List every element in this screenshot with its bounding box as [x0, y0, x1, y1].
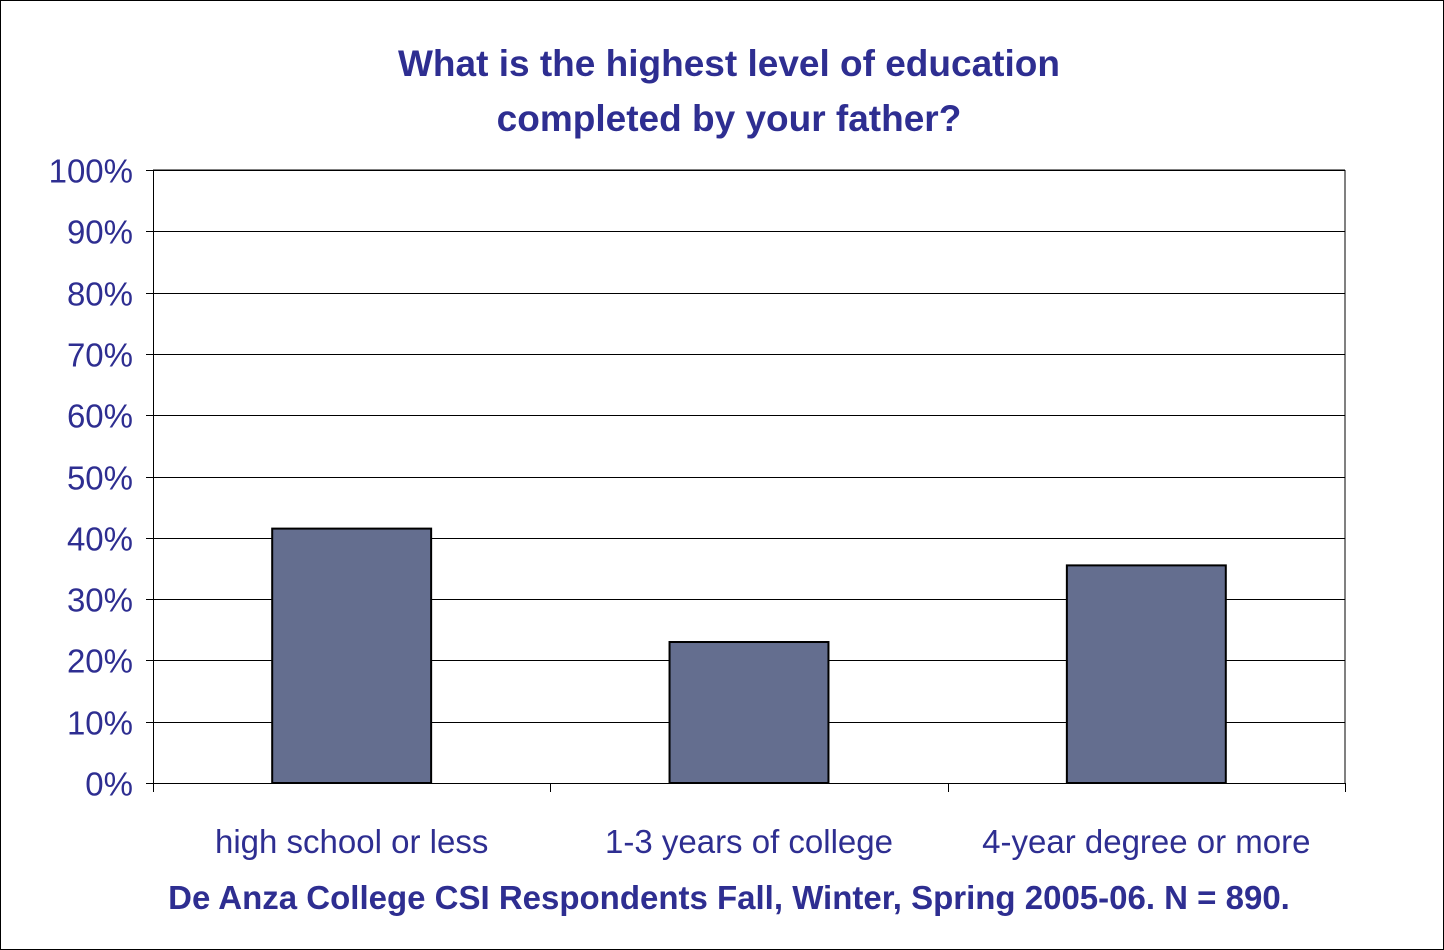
y-tick-label: 80% [67, 276, 133, 313]
y-tick-label: 10% [67, 705, 133, 742]
bar [271, 527, 433, 784]
x-category-label: 1-3 years of college [605, 823, 893, 860]
bars [271, 527, 1227, 785]
bar [1065, 564, 1227, 785]
y-axis: 0% 10% 20% 30% 40% 50% 60% 70% 80% 90% 100% [49, 153, 154, 803]
y-tick-label: 60% [67, 398, 133, 435]
chart-title-line-2: completed by your father? [497, 98, 962, 139]
y-tick-label: 100% [49, 153, 133, 190]
y-tick-label: 70% [67, 337, 133, 374]
x-axis: high school or less 1-3 years of college 4… [153, 783, 1346, 860]
y-tick-label: 90% [67, 214, 133, 251]
y-tick-label: 50% [67, 460, 133, 497]
y-tick-label: 30% [67, 582, 133, 619]
y-tick-label: 40% [67, 521, 133, 558]
x-category-label: high school or less [215, 823, 488, 860]
y-tick-label: 20% [67, 643, 133, 680]
chart-footnote: De Anza College CSI Respondents Fall, Wi… [168, 879, 1290, 916]
x-category-label: 4-year degree or more [982, 823, 1310, 860]
chart-title: What is the highest level of education c… [398, 43, 1060, 139]
chart-title-line-1: What is the highest level of education [398, 43, 1060, 84]
y-tick-label: 0% [85, 766, 133, 803]
bar [668, 641, 830, 785]
